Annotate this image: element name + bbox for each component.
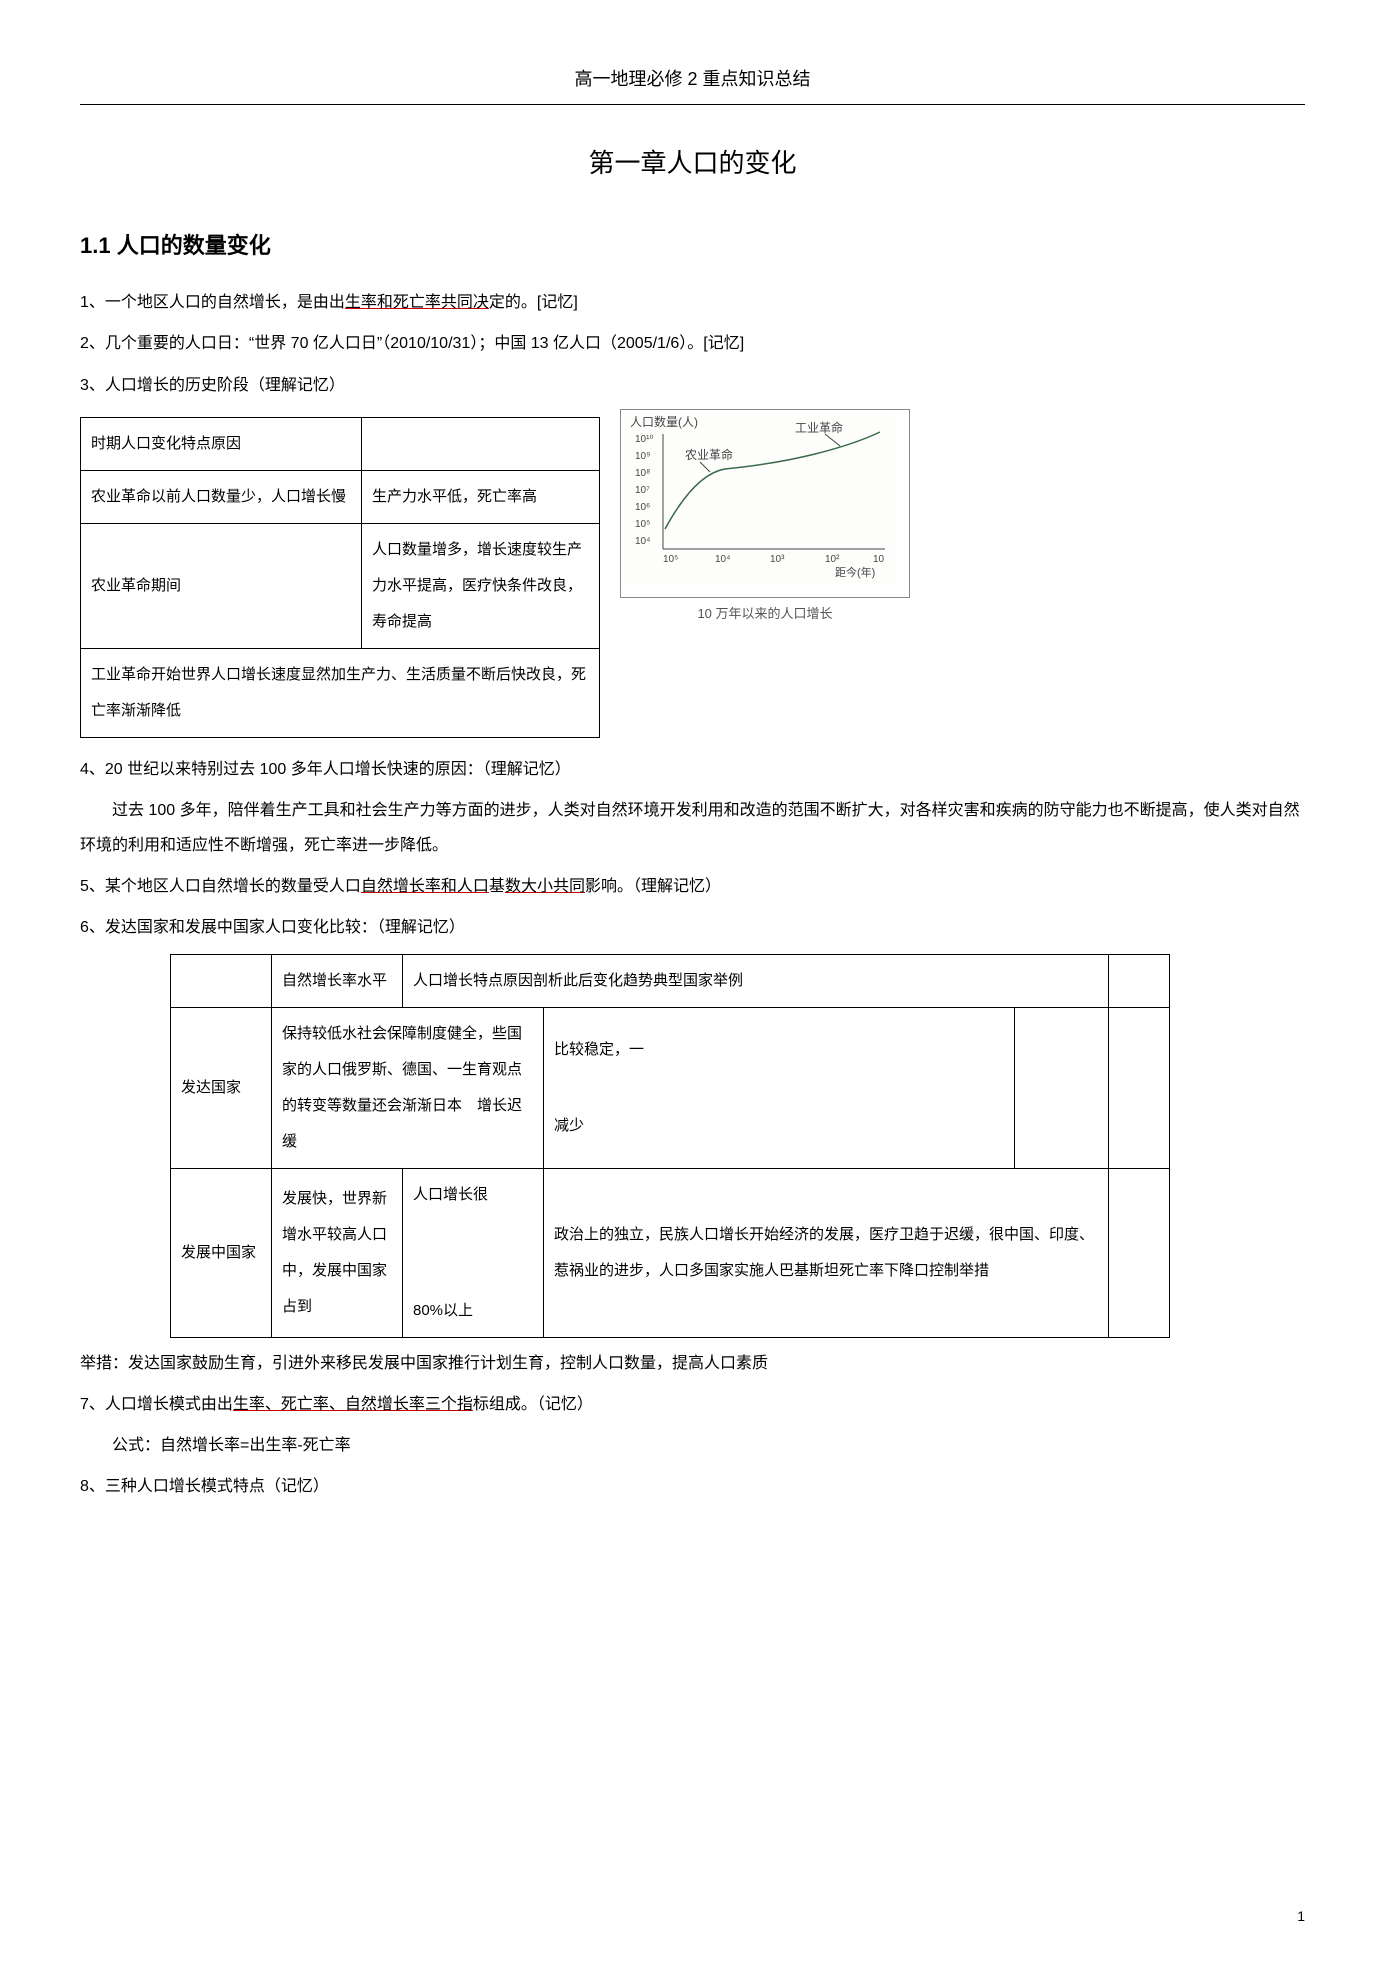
p5-ul2: 数大小共同 bbox=[505, 878, 585, 895]
para-measures: 举措：发达国家鼓励生育，引进外来移民发展中国家推行计划生育，控制人口数量，提高人… bbox=[80, 1346, 1305, 1381]
chart-ylabel: 人口数量(人) bbox=[630, 414, 698, 429]
p1-prefix: 1、一个地区人口的自然增长，是由出 bbox=[80, 294, 345, 311]
header-rule bbox=[80, 104, 1305, 105]
t2-r1c5 bbox=[1014, 1007, 1108, 1168]
para-2: 2、几个重要的人口日：“世界 70 亿人口日”（2010/10/31）；中国 1… bbox=[80, 326, 1305, 361]
chart-xlabel: 距今(年) bbox=[835, 565, 875, 579]
p5-prefix: 5、某个地区人口自然增长的数量受人口 bbox=[80, 878, 361, 895]
t1-r3c1: 农业革命期间 bbox=[81, 523, 362, 648]
t2-r2c2: 发展快，世界新增水平较高人口中，发展中国家占到 bbox=[272, 1168, 403, 1337]
t2-r1c6 bbox=[1109, 1007, 1170, 1168]
para-6: 6、发达国家和发展中国家人口变化比较：（理解记忆） bbox=[80, 910, 1305, 945]
svg-text:10²: 10² bbox=[825, 554, 840, 565]
t2-r2c6 bbox=[1109, 1168, 1170, 1337]
svg-text:10⁷: 10⁷ bbox=[635, 485, 650, 496]
p5-suffix: 影响。（理解记忆） bbox=[585, 878, 721, 895]
t2-r2c3-a: 人口增长很 bbox=[413, 1177, 533, 1213]
t2-h2: 自然增长率水平 bbox=[272, 954, 403, 1007]
para-1: 1、一个地区人口的自然增长，是由出生率和死亡率共同决定的。[记忆] bbox=[80, 285, 1305, 320]
para-5: 5、某个地区人口自然增长的数量受人口自然增长率和人口基数大小共同影响。（理解记忆… bbox=[80, 869, 1305, 904]
svg-text:10⁴: 10⁴ bbox=[635, 536, 650, 547]
chart-svg: 人口数量(人) 工业革命 农业革命 10¹⁰ 10⁹ 10⁸ 10⁷ 10⁶ 1… bbox=[625, 414, 895, 584]
t2-r2c3-b: 80%以上 bbox=[413, 1293, 533, 1329]
p7-ul: 生率、死亡率、自然增长率三个指 bbox=[233, 1396, 473, 1413]
svg-text:10⁸: 10⁸ bbox=[635, 468, 650, 479]
chart-label-ind: 工业革命 bbox=[795, 420, 843, 435]
p1-suffix: 定的。[记忆] bbox=[489, 294, 578, 311]
para-3: 3、人口增长的历史阶段（理解记忆） bbox=[80, 368, 1305, 403]
svg-text:10⁵: 10⁵ bbox=[663, 554, 678, 565]
svg-text:10⁶: 10⁶ bbox=[635, 502, 650, 513]
p5-mid: 基 bbox=[489, 878, 505, 895]
t1-r2c2: 生产力水平低，死亡率高 bbox=[362, 470, 600, 523]
t2-r2c4: 政治上的独立，民族人口增长开始经济的发展，医疗卫趋于迟缓，很中国、印度、惹祸业的… bbox=[544, 1168, 1109, 1337]
t2-r1c1: 发达国家 bbox=[171, 1007, 272, 1168]
t2-r1c3: 比较稳定，一 减少 bbox=[544, 1007, 1015, 1168]
svg-text:10⁴: 10⁴ bbox=[715, 554, 730, 565]
t1-r1c1: 时期人口变化特点原因 bbox=[81, 417, 362, 470]
population-chart: 人口数量(人) 工业革命 农业革命 10¹⁰ 10⁹ 10⁸ 10⁷ 10⁶ 1… bbox=[620, 409, 910, 629]
page-number: 1 bbox=[1297, 1901, 1305, 1932]
table-compare: 自然增长率水平 人口增长特点原因剖析此后变化趋势典型国家举例 发达国家 保持较低… bbox=[170, 954, 1170, 1338]
para-8: 8、三种人口增长模式特点（记忆） bbox=[80, 1469, 1305, 1504]
chart-label-agr: 农业革命 bbox=[685, 447, 733, 462]
p1-underline: 生率和死亡率共同决 bbox=[345, 294, 489, 311]
t2-r1c2: 保持较低水社会保障制度健全，些国家的人口俄罗斯、德国、一生育观点的转变等数量还会… bbox=[272, 1007, 544, 1168]
para-7: 7、人口增长模式由出生率、死亡率、自然增长率三个指标组成。（记忆） bbox=[80, 1387, 1305, 1422]
chapter-title: 第一章人口的变化 bbox=[80, 135, 1305, 192]
t2-r2c1: 发展中国家 bbox=[171, 1168, 272, 1337]
chart-caption: 10 万年以来的人口增长 bbox=[620, 600, 910, 629]
t2-h3: 人口增长特点原因剖析此后变化趋势典型国家举例 bbox=[403, 954, 1109, 1007]
p7-suffix: 标组成。（记忆） bbox=[473, 1396, 593, 1413]
table-chart-row: 时期人口变化特点原因 农业革命以前人口数量少，人口增长慢 生产力水平低，死亡率高… bbox=[80, 409, 1305, 746]
svg-text:10⁹: 10⁹ bbox=[635, 451, 650, 462]
p5-ul1: 自然增长率和人口 bbox=[361, 878, 489, 895]
para-4: 4、20 世纪以来特别过去 100 多年人口增长快速的原因：（理解记忆） bbox=[80, 752, 1305, 787]
t2-h1 bbox=[171, 954, 272, 1007]
t2-r1c3-a: 比较稳定，一 bbox=[554, 1032, 1004, 1068]
t2-r1c3-b: 减少 bbox=[554, 1108, 1004, 1144]
t1-r2c1: 农业革命以前人口数量少，人口增长慢 bbox=[81, 470, 362, 523]
p7-prefix: 7、人口增长模式由出 bbox=[80, 1396, 233, 1413]
t2-r2c3: 人口增长很 80%以上 bbox=[403, 1168, 544, 1337]
t2-h4 bbox=[1109, 954, 1170, 1007]
table-history: 时期人口变化特点原因 农业革命以前人口数量少，人口增长慢 生产力水平低，死亡率高… bbox=[80, 417, 600, 738]
svg-text:10: 10 bbox=[873, 554, 885, 565]
svg-text:10³: 10³ bbox=[770, 554, 785, 565]
t1-r1c2 bbox=[362, 417, 600, 470]
svg-text:10¹⁰: 10¹⁰ bbox=[635, 434, 653, 445]
t1-r4c1: 工业革命开始世界人口增长速度显然加生产力、生活质量不断后快改良，死亡率渐渐降低 bbox=[81, 648, 600, 737]
doc-header: 高一地理必修 2 重点知识总结 bbox=[80, 60, 1305, 100]
para-7-formula: 公式：自然增长率=出生率-死亡率 bbox=[80, 1428, 1305, 1463]
t1-r3c2: 人口数量增多，增长速度较生产力水平提高，医疗快条件改良，寿命提高 bbox=[362, 523, 600, 648]
svg-text:10⁵: 10⁵ bbox=[635, 519, 650, 530]
para-4-body: 过去 100 多年，陪伴着生产工具和社会生产力等方面的进步，人类对自然环境开发利… bbox=[80, 793, 1305, 863]
section-title-1-1: 1.1 人口的数量变化 bbox=[80, 222, 1305, 270]
